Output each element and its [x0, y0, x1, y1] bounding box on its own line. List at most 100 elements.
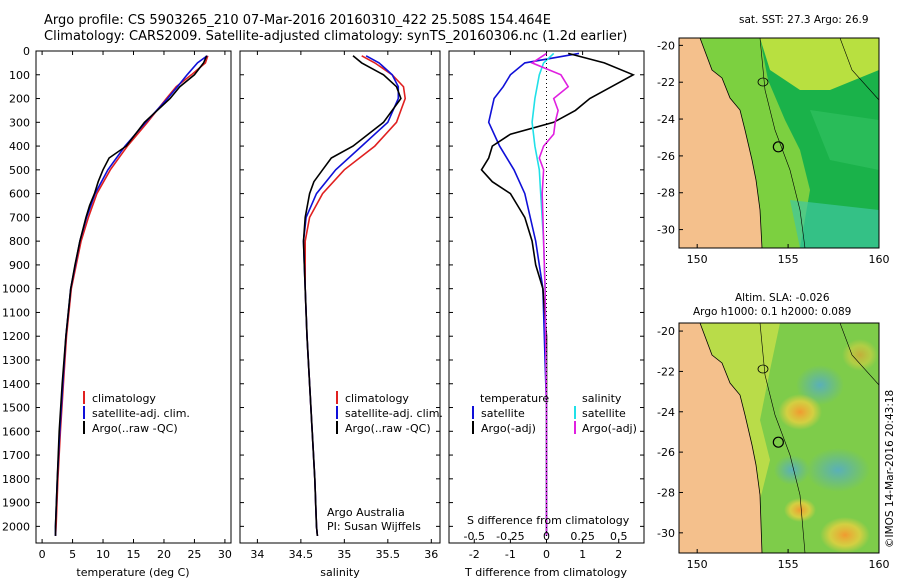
sla-map-subtitle: Argo h1000: 0.1 h2000: 0.089: [693, 306, 851, 318]
salinity-plot: 34 34.5 35 35.5 36: [240, 50, 440, 561]
map-y-tick-label: -26: [657, 150, 675, 163]
sla-argo-location-marker: [772, 436, 784, 448]
x-tick-label: 35.5: [376, 548, 401, 561]
x-tick-label: 5: [69, 548, 76, 561]
series-line-climatology: [54, 55, 209, 536]
salinity-axis-title: salinity: [320, 566, 360, 579]
map-y-tick-label: -24: [657, 113, 675, 126]
sst-land: [679, 38, 762, 248]
x-tick-label: 10: [96, 548, 110, 561]
y-tick-label: 1200: [2, 330, 30, 343]
legend-label-climatology: climatology: [345, 392, 409, 405]
sst-south-cool-band: [790, 200, 879, 248]
header-line-1: Argo profile: CS 5903265_210 07-Mar-2016…: [44, 13, 552, 28]
sst-map: sat. SST: 27.3 Argo: 26.9: [678, 14, 880, 249]
series-line-argo-raw-qc-: [54, 55, 208, 536]
map-y-tick-label: -20: [657, 325, 675, 338]
series-line-satellite-adj-clim-: [302, 55, 400, 536]
sla-high-3: [784, 498, 816, 522]
sla-map: Altim. SLA: -0.026 Argo h1000: 0.1 h2000…: [678, 292, 880, 554]
y-tick-label: 1900: [2, 497, 30, 510]
difference-plot: -2 -1 0 1 2 -0.5 -0.25 0 0.25 0.5: [449, 50, 644, 561]
y-tick-label: 1500: [2, 402, 30, 415]
sla-high-2: [820, 517, 870, 553]
map-y-tick-label: -20: [657, 39, 675, 52]
x-tick-label: -2: [469, 548, 480, 561]
x-tick-label: 25: [187, 548, 201, 561]
map-x-tick-label: 155: [778, 253, 799, 266]
y-tick-label: 1300: [2, 354, 30, 367]
series-line-temperature-satellite: [487, 52, 580, 536]
sla-low-2: [806, 448, 870, 492]
y-tick-label: 100: [9, 69, 30, 82]
series-line-satellite-adj-clim-: [54, 55, 208, 536]
map-x-tick-label: 160: [869, 253, 890, 266]
y-tick-label: 600: [9, 188, 30, 201]
legend-title-salinity: salinity: [582, 392, 622, 405]
top-x-tick-label: 0.5: [610, 530, 628, 543]
sla-map-title: Altim. SLA: -0.026: [735, 292, 830, 304]
sla-high-1: [778, 394, 822, 430]
x-tick-label: 20: [157, 548, 171, 561]
map-axes: 150 155 160 -20 -22 -24 -26 -28 -30 150 155 160 -20 -…: [657, 39, 889, 571]
legend-title-temperature: temperature: [480, 392, 549, 405]
sla-contour: [759, 323, 806, 553]
legend-label-climatology: climatology: [92, 392, 156, 405]
sst-argo-location-marker: [772, 141, 784, 153]
series-line-salinity-argo-adj-: [530, 52, 570, 536]
sla-map-frame: [678, 322, 880, 554]
map-x-tick-label: 150: [687, 558, 708, 571]
legend-label-temp-satellite: satellite: [481, 407, 525, 420]
y-tick-label: 700: [9, 211, 30, 224]
y-tick-label: 2000: [2, 520, 30, 533]
top-axis-title: S difference from climatology: [467, 514, 630, 527]
y-tick-label: 1700: [2, 449, 30, 462]
map-y-tick-label: -28: [657, 486, 675, 499]
x-tick-label: 2: [615, 548, 622, 561]
y-tick-label: 500: [9, 164, 30, 177]
x-tick-label: 34: [250, 548, 264, 561]
map-y-tick-label: -26: [657, 446, 675, 459]
map-x-tick-label: 155: [778, 558, 799, 571]
sst-map-title: sat. SST: 27.3 Argo: 26.9: [739, 14, 869, 26]
x-tick-label: 36: [424, 548, 438, 561]
series-line-climatology: [304, 55, 407, 536]
legend-label-argo: Argo(..raw -QC): [92, 422, 178, 435]
legend-label-temp-argo: Argo(-adj): [481, 422, 536, 435]
map-y-tick-label: -30: [657, 224, 675, 237]
y-tick-label: 1000: [2, 283, 30, 296]
sla-island: [757, 364, 769, 374]
salinity-axes-frame: [239, 50, 441, 544]
y-tick-label: 900: [9, 259, 30, 272]
map-y-tick-label: -28: [657, 187, 675, 200]
sla-low-3: [774, 455, 810, 485]
annotation-argo-australia: Argo Australia: [327, 506, 405, 519]
legend-label-satellite: satellite-adj. clim.: [345, 407, 443, 420]
top-x-tick-label: -0.5: [464, 530, 485, 543]
series-line-temperature-argo-adj-: [480, 52, 636, 536]
salinity-legend: climatology satellite-adj. clim. Argo(..…: [327, 391, 443, 533]
sst-island: [757, 77, 769, 87]
x-tick-label: -1: [505, 548, 516, 561]
header-line-2: Climatology: CARS2009. Satellite-adjuste…: [44, 29, 628, 44]
map-x-tick-label: 160: [869, 558, 890, 571]
y-tick-label: 0: [23, 45, 30, 58]
y-tick-label: 400: [9, 140, 30, 153]
x-tick-label: 15: [127, 548, 141, 561]
top-x-tick-label: 0: [543, 530, 550, 543]
imos-credit: ©IMOS 14-Mar-2016 20:43:18: [884, 390, 896, 548]
y-tick-label: 1400: [2, 378, 30, 391]
sst-contour-2: [839, 38, 879, 101]
x-tick-label: 35: [337, 548, 351, 561]
legend-label-sal-satellite: satellite: [582, 407, 626, 420]
y-tick-label: 1800: [2, 473, 30, 486]
y-tick-label: 300: [9, 116, 30, 129]
x-tick-label: 0: [39, 548, 46, 561]
sla-land: [679, 323, 762, 553]
sst-map-frame: [678, 37, 880, 249]
annotation-pi: PI: Susan Wijffels: [327, 520, 421, 533]
difference-legend: temperature salinity satellite Argo(-adj…: [467, 392, 637, 527]
y-tick-label: 800: [9, 235, 30, 248]
x-tick-label: 0: [543, 548, 550, 561]
